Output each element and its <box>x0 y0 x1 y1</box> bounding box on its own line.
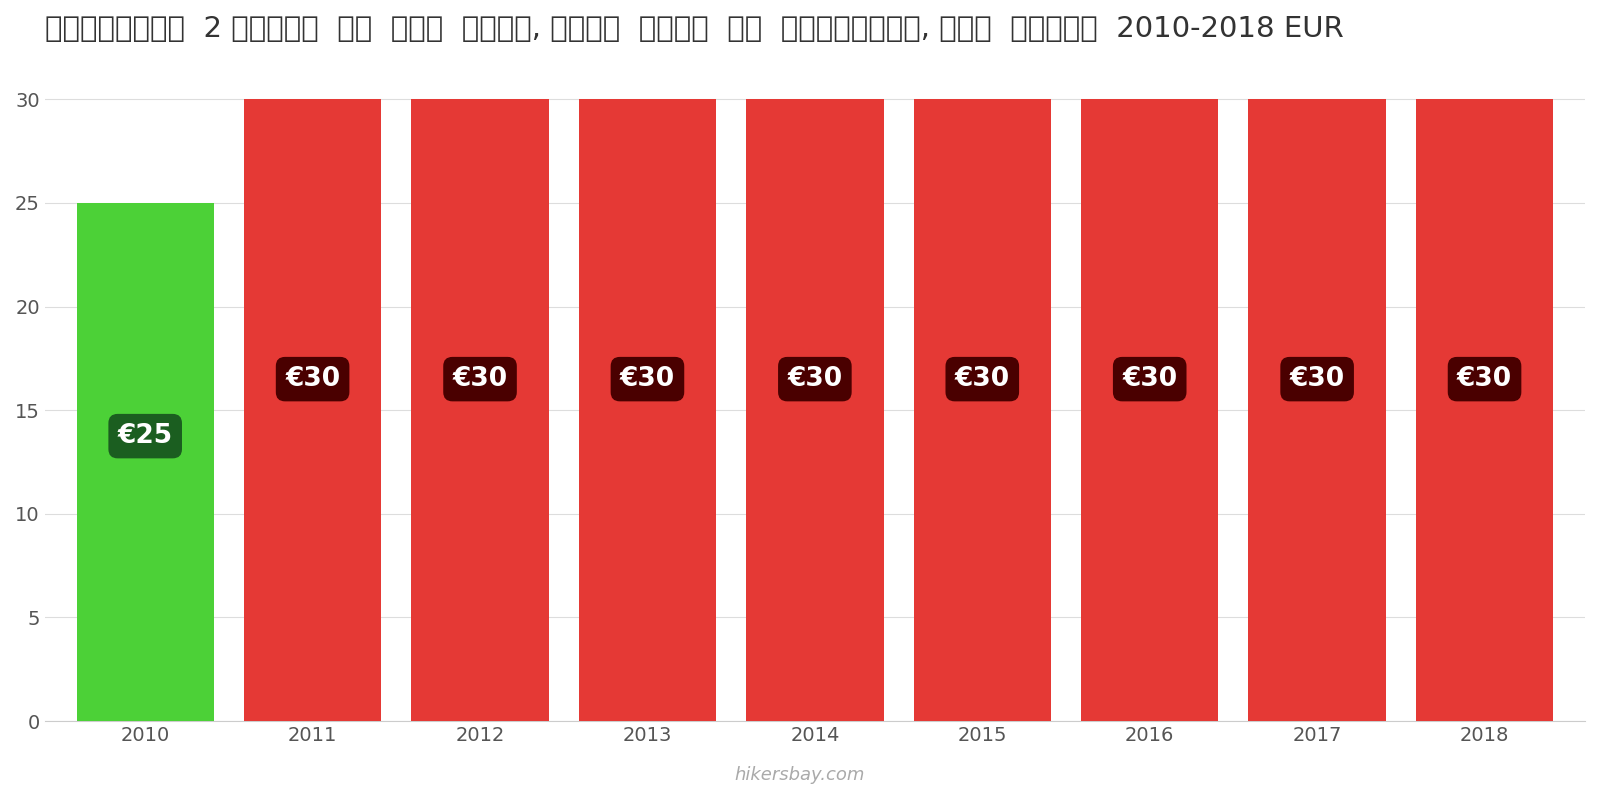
Text: €30: €30 <box>787 366 843 392</box>
Bar <box>411 99 549 721</box>
Text: €30: €30 <box>1122 366 1178 392</box>
Text: €30: €30 <box>285 366 341 392</box>
Text: €30: €30 <box>619 366 675 392</box>
Text: hikersbay.com: hikersbay.com <box>734 766 866 784</box>
Bar <box>1248 99 1386 721</box>
Bar <box>243 99 381 721</box>
Bar <box>1416 99 1554 721</box>
Text: पुर्तगाल  2 लोगों  के  लिए  भोजन, मध्य  दूरी  के  रेस्तरां, तीन  कोर्स  2010-201: पुर्तगाल 2 लोगों के लिए भोजन, मध्य दूरी … <box>45 15 1344 43</box>
Text: €30: €30 <box>1458 366 1512 392</box>
Text: €30: €30 <box>453 366 507 392</box>
Text: €30: €30 <box>1290 366 1344 392</box>
Bar <box>579 99 717 721</box>
Text: €25: €25 <box>118 423 173 449</box>
Text: €30: €30 <box>955 366 1010 392</box>
Bar <box>77 203 214 721</box>
Bar <box>1082 99 1218 721</box>
Bar <box>914 99 1051 721</box>
Bar <box>746 99 883 721</box>
